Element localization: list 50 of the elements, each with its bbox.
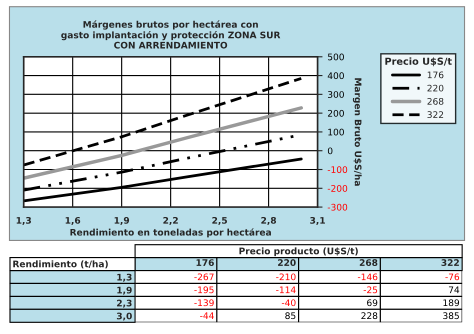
x-tick-label: 1,6 [66, 216, 80, 225]
data-label: 228 [361, 312, 378, 320]
x-tick-label: 2,2 [163, 216, 178, 225]
y-axis-title: Rendimiento (t/ha) [13, 260, 108, 268]
data-label: -267 [194, 273, 214, 280]
chart-title: Precio producto (U$S/t) [239, 247, 358, 256]
legend-label: 176 [428, 71, 444, 78]
data-label: -76 [445, 273, 460, 280]
data-label: -210 [276, 273, 296, 280]
data-label: 74 [448, 286, 460, 294]
data-label: -25 [364, 286, 378, 294]
legend-title: Precio U$S/t [385, 57, 452, 66]
y-tick-label: 100 [328, 128, 344, 136]
x-tick-label: 2,5 [212, 216, 227, 225]
x-tick-label: 268 [360, 259, 378, 266]
y-tick-label: 1,9 [117, 286, 132, 295]
x-tick-label: 1,3 [16, 216, 31, 225]
data-label: 189 [443, 299, 460, 306]
data-label: 69 [367, 299, 378, 306]
data-label: -40 [282, 299, 296, 306]
legend-label: 220 [427, 84, 444, 92]
x-tick-label: 176 [196, 259, 214, 266]
x-tick-label: 3,1 [310, 216, 325, 225]
y-tick-label: -300 [328, 204, 348, 211]
legend-label: 322 [427, 111, 444, 118]
x-tick-label: 322 [441, 259, 459, 266]
data-label: -195 [194, 286, 214, 294]
line-series [24, 106, 303, 180]
x-tick-label: 2,8 [261, 216, 276, 225]
data-label: -114 [276, 286, 296, 294]
data-label: -44 [200, 312, 214, 319]
y-tick-label: -100 [328, 166, 348, 174]
x-tick-label: 220 [278, 259, 296, 266]
x-axis-title: Rendimiento en toneladas por hectárea [70, 228, 271, 238]
y-axis-title: Margen Bruto U$S/ha [352, 78, 362, 186]
data-label: 85 [285, 312, 296, 320]
y-tick-label: 3,0 [116, 312, 132, 321]
legend-label: 268 [427, 98, 444, 105]
y-tick-label: 200 [328, 110, 344, 117]
y-tick-label: 400 [328, 72, 344, 80]
y-tick-label: 500 [328, 54, 344, 60]
chart-title: Márgenes brutos por hectárea con gasto implantación y protección ZONA SUR CON ARRENDAMIENTO [61, 20, 280, 49]
data-label: 385 [443, 312, 459, 320]
y-tick-label: 0 [328, 147, 332, 154]
y-tick-label: 1,3 [117, 274, 132, 282]
data-label: -139 [194, 299, 214, 306]
y-tick-label: 300 [328, 91, 344, 98]
y-tick-label: 2,3 [117, 300, 132, 308]
data-label: -146 [358, 273, 378, 280]
y-tick-label: -200 [328, 185, 348, 192]
